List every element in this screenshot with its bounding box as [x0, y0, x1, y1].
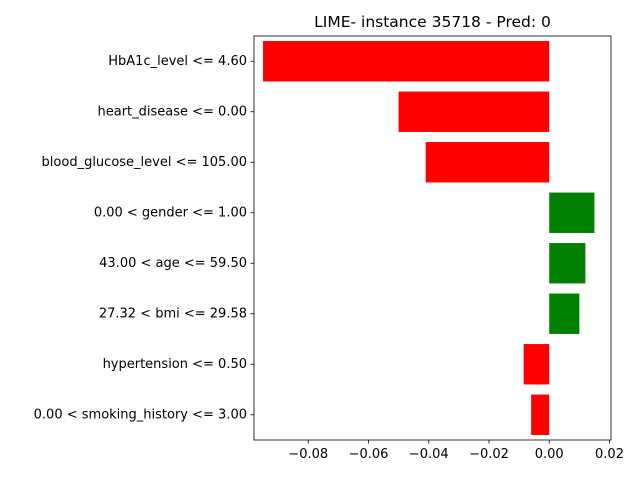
x-tick-label-3: −0.02 — [469, 447, 509, 462]
x-tick-label-4: 0.00 — [535, 447, 564, 462]
bar-6 — [523, 344, 550, 385]
chart-title: LIME- instance 35718 - Pred: 0 — [314, 13, 551, 31]
y-tick-label-4: 43.00 < age <= 59.50 — [99, 256, 247, 271]
y-tick-label-5: 27.32 < bmi <= 29.58 — [99, 306, 247, 321]
y-tick-label-6: hypertension <= 0.50 — [103, 357, 247, 372]
bar-7 — [531, 394, 550, 435]
y-tick-label-7: 0.00 < smoking_history <= 3.00 — [34, 407, 247, 422]
plot-area: HbA1c_level <= 4.60 heart_disease <= 0.00… — [34, 35, 624, 462]
bar-4 — [549, 243, 586, 284]
y-tick-label-3: 0.00 < gender <= 1.00 — [94, 205, 247, 220]
bar-2 — [425, 142, 550, 183]
x-tick-label-0: −0.08 — [288, 447, 328, 462]
y-tick-label-1: heart_disease <= 0.00 — [97, 104, 247, 119]
bar-1 — [398, 91, 550, 132]
bar-0 — [263, 41, 550, 82]
y-tick-label-2: blood_glucose_level <= 105.00 — [42, 155, 247, 170]
bar-3 — [549, 192, 595, 233]
x-tick-label-5: 0.02 — [595, 447, 624, 462]
plot-frame — [253, 35, 612, 441]
y-tick-label-0: HbA1c_level <= 4.60 — [108, 54, 247, 69]
x-tick-label-2: −0.04 — [409, 447, 449, 462]
x-tick-label-1: −0.06 — [349, 447, 389, 462]
bar-5 — [549, 293, 580, 334]
